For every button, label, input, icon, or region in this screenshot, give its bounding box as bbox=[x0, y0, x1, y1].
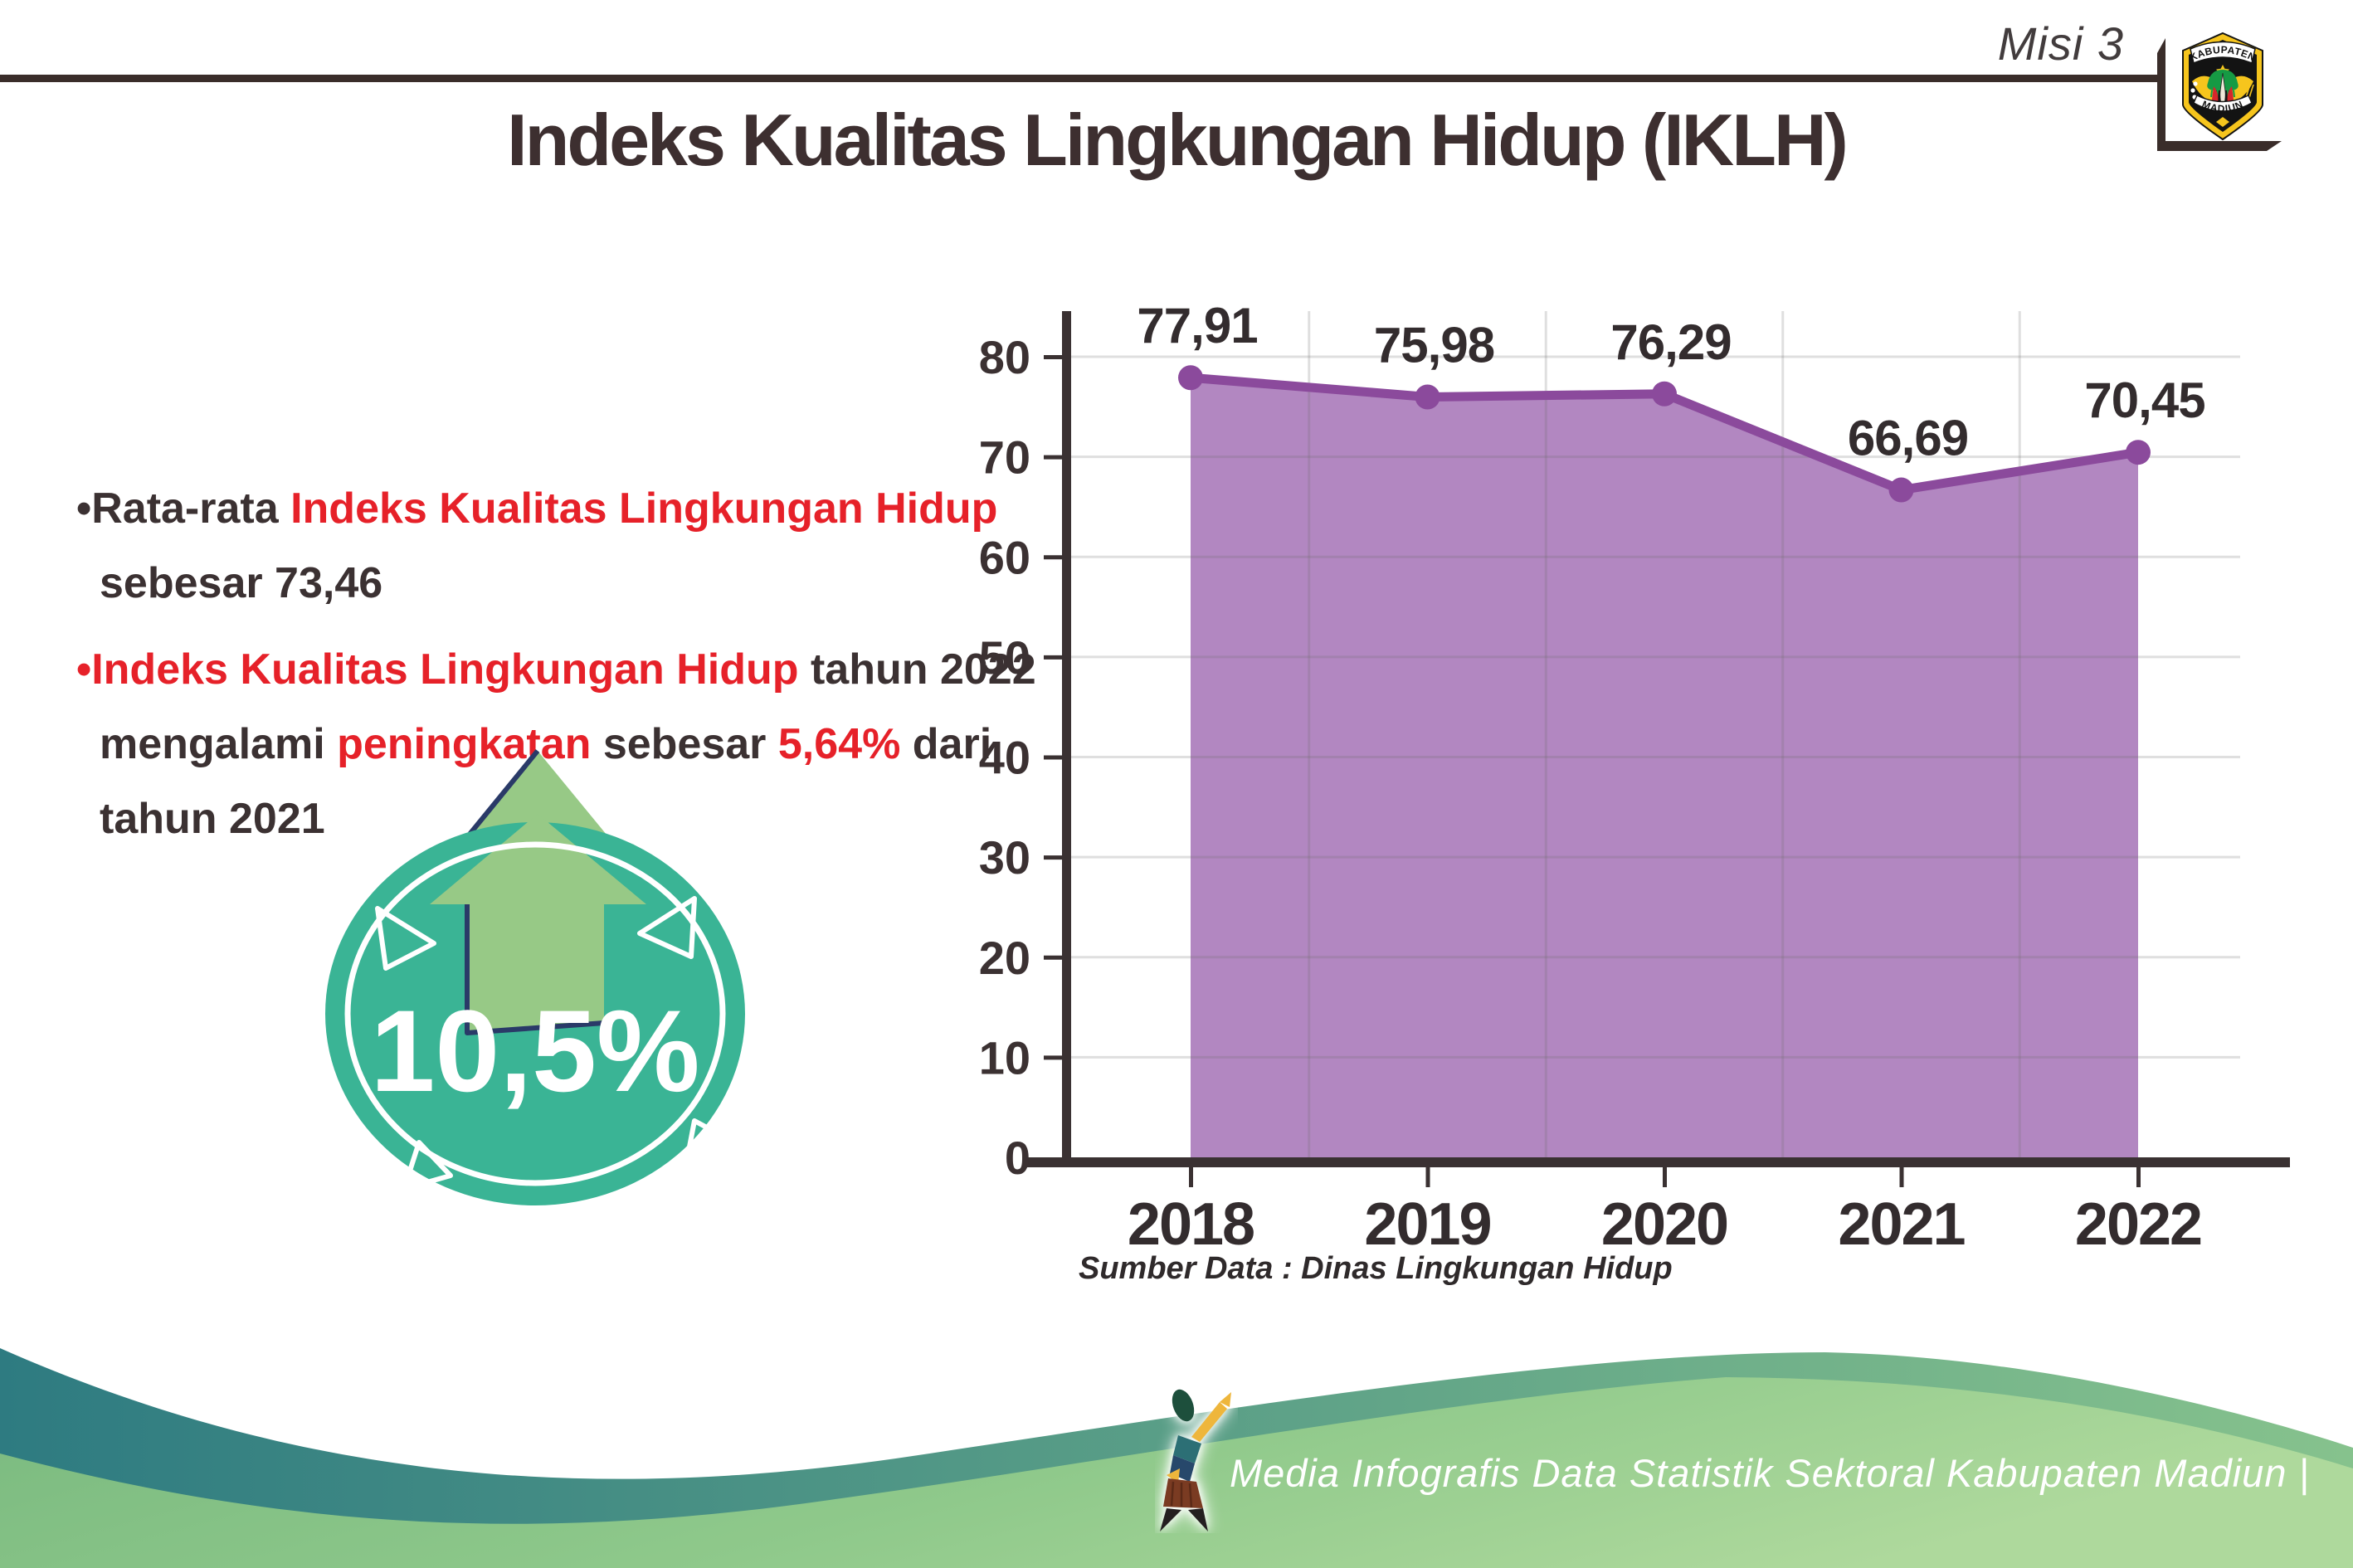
chart-x-tick bbox=[1899, 1167, 1904, 1187]
badge-percentage-text: 10,5% bbox=[371, 986, 700, 1116]
mascot-right-arm bbox=[1191, 1402, 1227, 1442]
chart-y-tick bbox=[1044, 755, 1062, 760]
chart-y-tick-label: 60 bbox=[979, 531, 1030, 583]
bullet-item: •Indeks Kualitas Lingkungan Hidup tahun … bbox=[76, 632, 1036, 856]
chart-x-tick bbox=[1663, 1167, 1667, 1187]
bullet-line: sebesar 73,46 bbox=[100, 559, 383, 607]
badge-spark-upper-right bbox=[637, 896, 697, 959]
chart-y-tick-label: 0 bbox=[1005, 1132, 1030, 1184]
chart-data-point bbox=[1652, 381, 1677, 407]
mascot-skirt bbox=[1163, 1478, 1203, 1508]
badge-spark-lower-left bbox=[402, 1140, 453, 1191]
chart-data-label: 66,69 bbox=[1848, 411, 1968, 466]
mascot-skirt-stripes bbox=[1170, 1481, 1193, 1508]
bullet-line: •Indeks Kualitas Lingkungan Hidup tahun … bbox=[76, 645, 1036, 694]
chart-x-tick bbox=[1189, 1167, 1193, 1187]
logo-bottom-text: MADIUN bbox=[2200, 98, 2244, 114]
arrow-up-icon-lower bbox=[430, 814, 646, 1033]
frame-horizontal-bar bbox=[2157, 141, 2282, 151]
chart-data-point bbox=[2126, 440, 2151, 465]
chart-x-tick-label: 2018 bbox=[1128, 1191, 1254, 1258]
chart-data-point bbox=[1415, 384, 1440, 410]
chart-data-label: 77,91 bbox=[1137, 298, 1257, 353]
mascot-right-leg bbox=[1188, 1508, 1208, 1531]
bullet-list: •Rata-rata Indeks Kualitas Lingkungan Hi… bbox=[76, 471, 1036, 868]
logo-corner-frame bbox=[2157, 38, 2282, 151]
badge-spark-lower-right bbox=[684, 1118, 743, 1166]
misi-label: Misi 3 bbox=[1997, 17, 2124, 70]
chart-y-tick-label: 80 bbox=[979, 331, 1030, 383]
chart-y-tick-label: 40 bbox=[979, 732, 1030, 784]
bullet-line: •Rata-rata Indeks Kualitas Lingkungan Hi… bbox=[76, 485, 998, 533]
logo-ornament bbox=[2216, 117, 2229, 127]
chart-data-label: 75,98 bbox=[1374, 317, 1494, 373]
chart-y-axis bbox=[1062, 311, 1071, 1164]
logo-cotton-2 bbox=[2190, 88, 2195, 93]
chart-y-tick-label: 30 bbox=[979, 831, 1030, 884]
frame-vertical-bar bbox=[2157, 38, 2165, 151]
footer-caption: Media Infografis Data Statistik Sektoral… bbox=[1230, 1451, 2310, 1495]
chart-x-tick-label: 2019 bbox=[1364, 1191, 1490, 1258]
mascot-torso-upper bbox=[1173, 1435, 1201, 1463]
chart-y-tick bbox=[1044, 855, 1062, 860]
increase-badge: 10,5% bbox=[325, 749, 745, 1205]
chart-area-fill bbox=[1191, 377, 2138, 1157]
chart-y-tick bbox=[1044, 355, 1062, 359]
chart-x-tick-label: 2022 bbox=[2075, 1191, 2201, 1258]
chart-y-tick bbox=[1044, 1055, 1062, 1060]
mascot-hand bbox=[1220, 1392, 1231, 1407]
chart-y-tick-label: 50 bbox=[979, 631, 1030, 684]
kabupaten-madiun-logo-icon: KABUPATEN MADIUN bbox=[2182, 32, 2263, 141]
chart-data-point bbox=[1178, 365, 1203, 391]
logo-red-right bbox=[2227, 86, 2234, 103]
mascot-left-leg bbox=[1160, 1508, 1181, 1531]
chart-y-tick bbox=[1044, 555, 1062, 560]
header-rule bbox=[0, 75, 2159, 82]
mascot-dancer-icon bbox=[1160, 1389, 1231, 1531]
svg-text:MADIUN: MADIUN bbox=[2200, 98, 2245, 114]
chart-x-tick bbox=[2136, 1167, 2141, 1187]
chart-x-tick-label: 2021 bbox=[1838, 1191, 1965, 1258]
chart-y-tick bbox=[1044, 955, 1062, 960]
bullet-item: •Rata-rata Indeks Kualitas Lingkungan Hi… bbox=[76, 471, 998, 621]
chart-y-tick bbox=[1044, 655, 1062, 660]
iklh-area-chart: 0 10 20 30 40 50 60 70 80 2018 2019 2020 2021 2022 77,… bbox=[979, 298, 2290, 1258]
bullet-line: mengalami peningkatan sebesar 5,64% dari bbox=[100, 720, 992, 768]
chart-y-tick-label: 20 bbox=[979, 932, 1030, 984]
arrow-outline-shaft bbox=[465, 904, 605, 1035]
chart-x-tick bbox=[1425, 1167, 1430, 1187]
chart-y-tick-label: 70 bbox=[979, 431, 1030, 484]
chart-data-label: 76,29 bbox=[1610, 314, 1731, 370]
mascot-head-leaf bbox=[1172, 1389, 1195, 1422]
source-note: Sumber Data : Dinas Lingkungan Hidup bbox=[1079, 1251, 1673, 1286]
chart-x-axis bbox=[1025, 1157, 2290, 1167]
logo-bottom-banner bbox=[2193, 94, 2253, 112]
badge-ring bbox=[344, 841, 726, 1186]
chart-data-point bbox=[1888, 477, 1914, 503]
chart-data-label: 70,45 bbox=[2084, 373, 2204, 428]
chart-y-tick-label: 10 bbox=[979, 1031, 1030, 1083]
chart-y-tick bbox=[1044, 455, 1062, 460]
badge-spark-upper-left bbox=[375, 906, 436, 971]
bullet-line: tahun 2021 bbox=[100, 795, 325, 843]
page-title: Indeks Kualitas Lingkungan Hidup (IKLH) bbox=[507, 99, 1849, 181]
chart-x-tick-label: 2020 bbox=[1601, 1191, 1727, 1258]
logo-top-banner bbox=[2190, 41, 2256, 65]
logo-red-left bbox=[2212, 86, 2219, 103]
logo-cotton-1 bbox=[2193, 81, 2198, 86]
